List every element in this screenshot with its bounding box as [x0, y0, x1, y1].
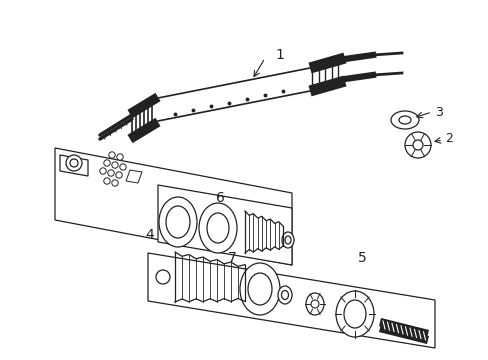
Text: 3: 3	[434, 105, 442, 118]
Ellipse shape	[343, 300, 365, 328]
Circle shape	[156, 270, 170, 284]
Ellipse shape	[159, 197, 197, 247]
Circle shape	[103, 160, 110, 166]
Circle shape	[108, 152, 115, 158]
Ellipse shape	[278, 286, 291, 304]
Text: 4: 4	[145, 228, 154, 242]
Circle shape	[107, 170, 114, 176]
Circle shape	[112, 162, 118, 168]
Polygon shape	[148, 253, 434, 348]
Ellipse shape	[240, 263, 280, 315]
Circle shape	[310, 300, 318, 308]
Circle shape	[70, 159, 78, 167]
Text: 7: 7	[227, 251, 236, 265]
Ellipse shape	[282, 232, 293, 248]
Ellipse shape	[390, 111, 418, 129]
Circle shape	[66, 155, 82, 171]
Polygon shape	[158, 185, 291, 265]
Text: 5: 5	[357, 251, 366, 265]
Circle shape	[116, 172, 122, 178]
Ellipse shape	[285, 236, 290, 244]
Circle shape	[100, 168, 106, 174]
Ellipse shape	[247, 273, 271, 305]
Circle shape	[112, 180, 118, 186]
Polygon shape	[126, 170, 142, 183]
Polygon shape	[55, 148, 291, 265]
Circle shape	[412, 140, 422, 150]
Ellipse shape	[398, 116, 410, 124]
Text: 2: 2	[444, 131, 452, 144]
Ellipse shape	[305, 293, 324, 315]
Text: 6: 6	[215, 191, 224, 205]
Ellipse shape	[165, 206, 190, 238]
Ellipse shape	[281, 291, 288, 300]
Ellipse shape	[335, 291, 373, 337]
Circle shape	[120, 164, 126, 170]
Ellipse shape	[404, 132, 430, 158]
Polygon shape	[60, 155, 88, 176]
Circle shape	[103, 178, 110, 184]
Text: 1: 1	[275, 48, 284, 62]
Ellipse shape	[199, 203, 237, 253]
Ellipse shape	[206, 213, 228, 243]
Circle shape	[117, 154, 123, 160]
